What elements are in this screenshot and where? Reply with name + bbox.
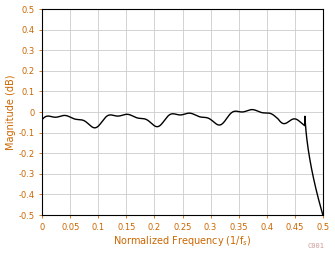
Y-axis label: Magnitude (dB): Magnitude (dB) [6, 74, 15, 150]
X-axis label: Normalized Frequency (1/f$_s$): Normalized Frequency (1/f$_s$) [113, 234, 252, 248]
Text: C001: C001 [308, 243, 325, 249]
